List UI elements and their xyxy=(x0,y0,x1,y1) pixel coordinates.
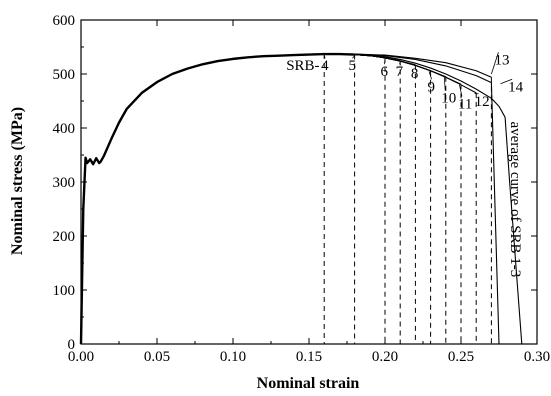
annotation-leader-2 xyxy=(352,55,355,59)
annotation-leader-1 xyxy=(323,54,326,59)
x-tick-label-1: 0.05 xyxy=(144,349,170,365)
annotation-6: 6 xyxy=(380,64,388,80)
y-tick-label-3: 300 xyxy=(53,175,76,191)
annotation-7: 7 xyxy=(396,64,404,80)
annotation-5: 5 xyxy=(349,58,357,74)
annotation-layer: SRB- 4 5 6 7 89 10 11 12 13 14 average curve of SRB… xyxy=(286,52,524,278)
y-tick-label-5: 500 xyxy=(53,67,76,83)
y-tick-label-4: 400 xyxy=(53,121,76,137)
annotation-10: 10 xyxy=(441,91,456,107)
x-tick-label-5: 0.25 xyxy=(448,349,474,365)
x-tick-label-2: 0.10 xyxy=(220,349,246,365)
x-axis-title: Nominal strain xyxy=(257,375,360,392)
annotation-leader-6 xyxy=(428,71,432,80)
annotation-srb: SRB- xyxy=(286,58,319,74)
annotation-12: 12 xyxy=(475,94,490,110)
x-tick-label-3: 0.15 xyxy=(296,349,322,365)
y-tick-label-1: 100 xyxy=(53,283,76,299)
annotation-14: 14 xyxy=(508,79,524,95)
base-curve-line xyxy=(79,52,355,345)
annotation-leader-11 xyxy=(500,78,513,85)
annotation-leader-4 xyxy=(399,61,401,65)
annotation-leader-3 xyxy=(384,58,386,65)
series-average-curve-of-srb-1-3-line xyxy=(354,54,523,345)
annotation-13: 13 xyxy=(494,52,509,68)
annotation-leader-8 xyxy=(459,84,463,97)
y-tick-label-0: 0 xyxy=(68,337,76,353)
x-tick-label-6: 0.30 xyxy=(524,349,550,365)
average-curve-label: average curve of SRB 1-3 xyxy=(507,122,523,278)
annotation-8: 8 xyxy=(411,66,419,82)
x-tick-label-0: 0.00 xyxy=(68,349,94,365)
y-tick-label-2: 200 xyxy=(53,229,76,245)
annotation-leader-10 xyxy=(491,52,499,75)
annotation-11: 11 xyxy=(458,97,472,113)
axes-layer: 0.00 0.05 0.10 0.15 0.20 0.25 0.30 0 100 200 300 40… xyxy=(53,13,551,365)
y-tick-label-6: 600 xyxy=(53,13,76,29)
y-axis-title: Nominal stress (MPa) xyxy=(9,107,26,255)
annotation-4: 4 xyxy=(321,58,329,74)
series-srb-14-line xyxy=(354,53,500,345)
x-tick-label-4: 0.20 xyxy=(372,349,398,365)
annotation-leader-7 xyxy=(443,77,446,91)
annotation-9: 9 xyxy=(428,79,436,95)
